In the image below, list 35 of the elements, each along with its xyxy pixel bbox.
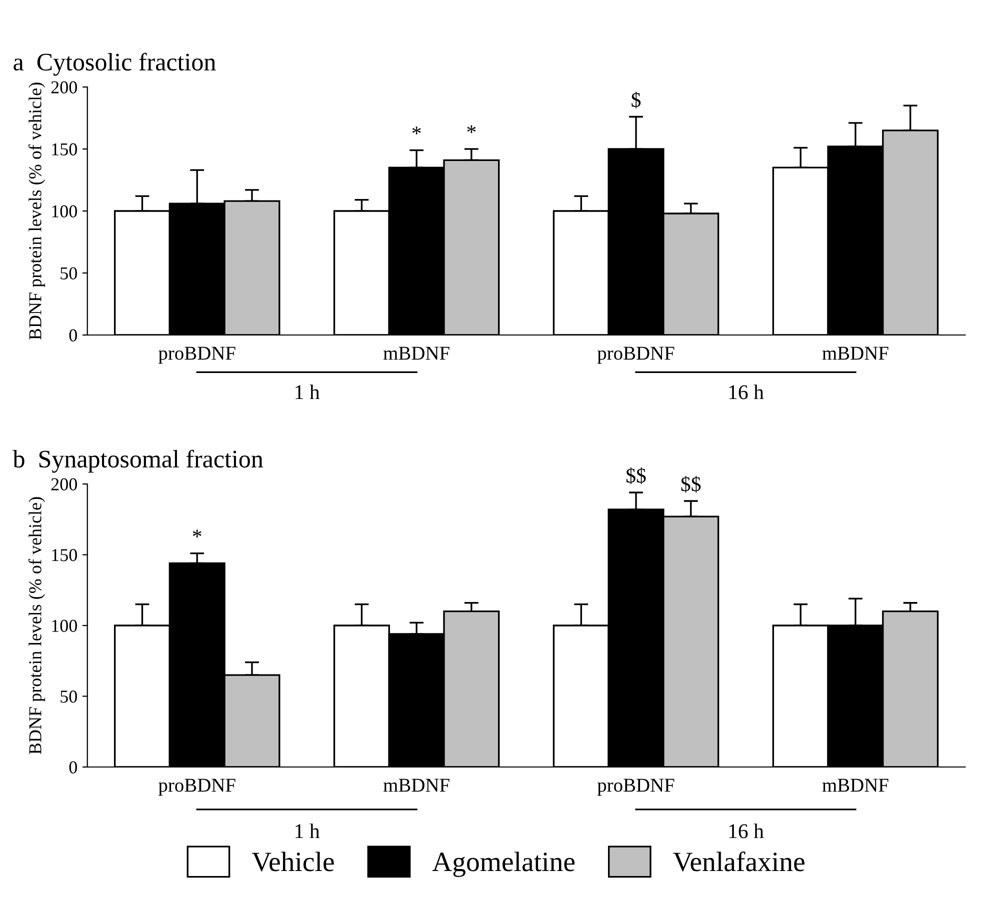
y-tick-label: 150 xyxy=(52,549,77,562)
x-tick-label: proBDNF xyxy=(158,346,236,364)
y-tick-label: 100 xyxy=(52,205,77,218)
y-tick-label: 50 xyxy=(60,690,77,703)
y-tick-label: 200 xyxy=(51,478,77,490)
data-label: * xyxy=(412,126,421,134)
x-tick-label: proBDNF xyxy=(158,778,236,796)
legend-label: Venlafaxine xyxy=(673,851,804,872)
text: 16 h xyxy=(729,824,764,838)
y-tick-label: 0 xyxy=(69,761,77,774)
text: 1 h xyxy=(296,824,320,838)
x-tick-label: mBDNF xyxy=(383,346,450,360)
x-tick-label: mBDNF xyxy=(383,778,450,792)
text: 16 h xyxy=(729,384,764,400)
chart-title: b Synaptosomal fraction xyxy=(12,450,264,473)
data-label: * xyxy=(192,530,202,538)
data-label: * xyxy=(467,125,476,134)
x-tick-label: mBDNF xyxy=(822,346,888,360)
y-axis-title: BDNF protein levels (% of vehicle) xyxy=(28,82,46,340)
legend-label: Vehicle xyxy=(252,852,334,872)
x-tick-label: proBDNF xyxy=(597,778,674,796)
y-tick-label: 50 xyxy=(60,267,77,280)
y-tick-label: 200 xyxy=(51,81,77,94)
data-label: $ xyxy=(632,92,641,108)
y-tick-label: 150 xyxy=(52,143,77,156)
y-tick-label: 0 xyxy=(69,329,77,342)
data-label: $$ xyxy=(626,467,646,484)
chart-title: a Cytosolic fraction xyxy=(14,52,216,76)
x-tick-label: proBDNF xyxy=(597,346,674,364)
data-label: $$ xyxy=(681,476,701,493)
y-tick-label: 100 xyxy=(52,620,77,632)
legend-label: Agomelatine xyxy=(432,852,575,877)
x-tick-label: mBDNF xyxy=(822,778,888,792)
text: 1 h xyxy=(296,384,320,400)
y-axis-title: BDNF protein levels (% of vehicle) xyxy=(28,497,46,754)
